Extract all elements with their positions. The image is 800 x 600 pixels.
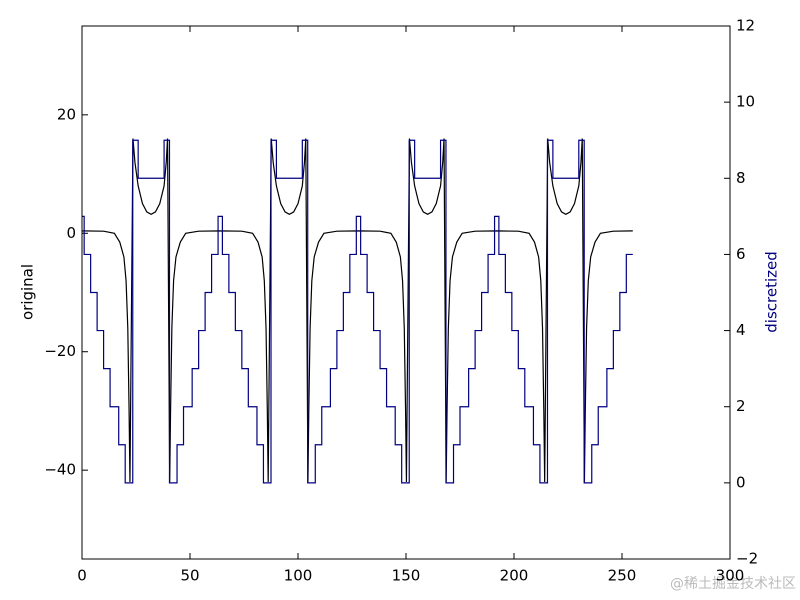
plot-frame xyxy=(81,25,731,560)
x-tick-label: 150 xyxy=(392,567,421,585)
x-tick-label: 250 xyxy=(608,567,637,585)
y2-tick-label: 0 xyxy=(736,473,746,491)
x-tick-label: 50 xyxy=(180,567,199,585)
y-axis-label: original xyxy=(19,264,37,320)
x-tick-label: 0 xyxy=(77,567,87,585)
y-tick-label: 0 xyxy=(66,224,76,242)
y2-tick-label: −2 xyxy=(736,550,758,568)
y2-tick-label: 4 xyxy=(736,321,746,339)
x-tick-label: 300 xyxy=(716,567,745,585)
series-line xyxy=(82,138,633,483)
y2-tick-label: 8 xyxy=(736,169,746,187)
y-tick-label: 20 xyxy=(57,105,76,123)
y2-tick-label: 2 xyxy=(736,397,746,415)
watermark: @稀土掘金技术社区 xyxy=(670,576,796,592)
y2-tick-label: 6 xyxy=(736,245,746,263)
x-tick-label: 100 xyxy=(284,567,313,585)
series-line xyxy=(82,139,633,484)
y2-axis-label: discretized xyxy=(763,251,781,333)
y2-tick-label: 12 xyxy=(736,17,755,35)
x-tick-label: 200 xyxy=(500,567,529,585)
y-tick-label: −20 xyxy=(44,342,76,360)
y-tick-label: −40 xyxy=(44,461,76,479)
y2-tick-label: 10 xyxy=(736,93,755,111)
